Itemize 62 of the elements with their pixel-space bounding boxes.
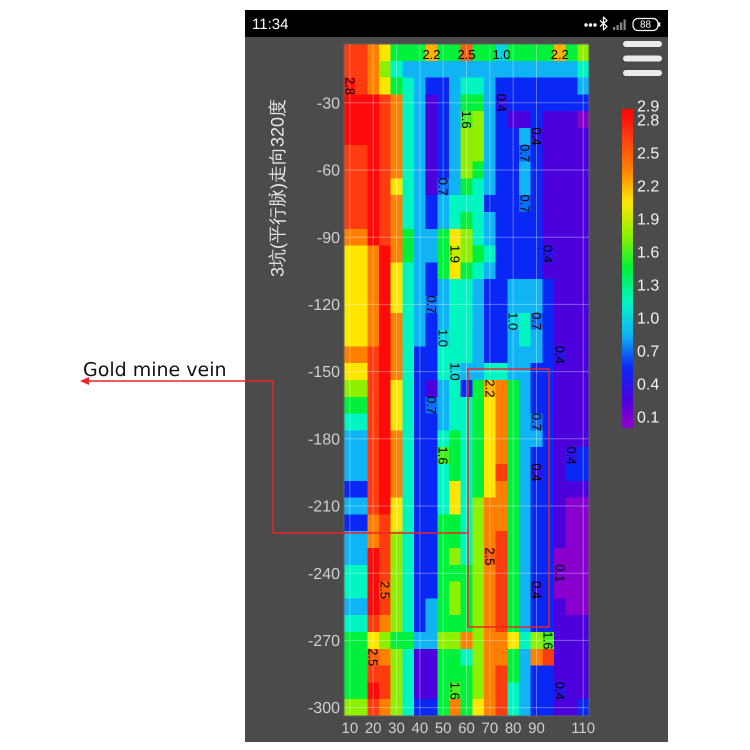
x-tick-label: 40 — [411, 720, 428, 737]
data-label: 1.0 — [436, 328, 451, 348]
data-label: 2.8 — [342, 76, 358, 96]
data-label: 1.6 — [540, 631, 556, 650]
data-label: 1.9 — [447, 244, 462, 264]
x-tick-label: 110 — [571, 720, 596, 737]
data-label: 1.0 — [506, 312, 521, 330]
data-label: 0.1 — [552, 564, 568, 582]
y-tick-label: -60 — [316, 162, 340, 180]
data-label: 0.7 — [424, 295, 439, 314]
data-label: 2.5 — [377, 580, 392, 600]
y-axis-title: 3坑(平行脉)走向320度 — [267, 98, 288, 278]
data-label: 0.4 — [528, 127, 544, 146]
x-tick-label: 70 — [481, 720, 498, 737]
data-label: 0.4 — [494, 94, 509, 112]
text: 11:34 — [252, 16, 288, 33]
y-tick-label: -30 — [316, 95, 340, 112]
color-bar-label: 1.9 — [637, 212, 660, 229]
data-label: 0.4 — [552, 346, 568, 364]
y-tick-label: -240 — [308, 566, 340, 583]
x-tick-label: 60 — [458, 720, 475, 737]
data-label: 0.4 — [552, 682, 568, 700]
color-bar-label: 1.6 — [637, 244, 660, 262]
data-label: 0.7 — [517, 194, 532, 213]
x-tick-label: 10 — [341, 720, 358, 737]
text: Gold mine vein — [83, 359, 227, 381]
x-tick-label: 80 — [504, 720, 522, 737]
y-tick-label: -120 — [308, 297, 340, 314]
data-label: 0.4 — [540, 244, 556, 264]
data-label: 0.7 — [528, 312, 544, 330]
data-label: 2.5 — [366, 648, 381, 666]
color-bar-label: 1.0 — [637, 310, 660, 328]
y-tick-label: -270 — [308, 633, 340, 650]
data-label: 2.5 — [482, 547, 498, 566]
color-bar-label: 0.1 — [637, 410, 660, 427]
data-label: 1.0 — [447, 362, 462, 381]
x-tick-label: 20 — [364, 720, 382, 737]
text: 88 — [640, 20, 652, 30]
x-tick-label: 90 — [528, 720, 545, 737]
y-tick-label: -300 — [308, 700, 340, 718]
data-label: 1.6 — [458, 110, 474, 129]
data-label: 2.2 — [482, 379, 498, 398]
data-label: 0.4 — [564, 446, 579, 465]
data-label: 0.7 — [528, 412, 544, 432]
color-bar-label: 2.5 — [637, 146, 660, 163]
color-bar-label: 0.7 — [637, 344, 660, 361]
y-tick-label: -150 — [308, 364, 340, 382]
x-tick-label: 30 — [388, 720, 405, 737]
data-label: 0.4 — [528, 463, 544, 482]
y-tick-label: -90 — [316, 230, 340, 247]
data-label: 1.6 — [447, 682, 462, 700]
color-bar-label: 2.2 — [637, 178, 660, 196]
data-label: 0.4 — [528, 580, 544, 600]
color-bar-label: 0.4 — [637, 376, 660, 394]
data-label: 0.7 — [436, 178, 451, 196]
data-label: 1.6 — [436, 446, 451, 465]
y-tick-label: -180 — [308, 431, 340, 448]
color-bar-label: 1.3 — [637, 278, 660, 295]
data-label: 0.7 — [424, 396, 439, 414]
data-label: 0.7 — [517, 144, 532, 162]
x-tick-label: 50 — [434, 720, 452, 737]
y-tick-label: -210 — [308, 498, 340, 516]
